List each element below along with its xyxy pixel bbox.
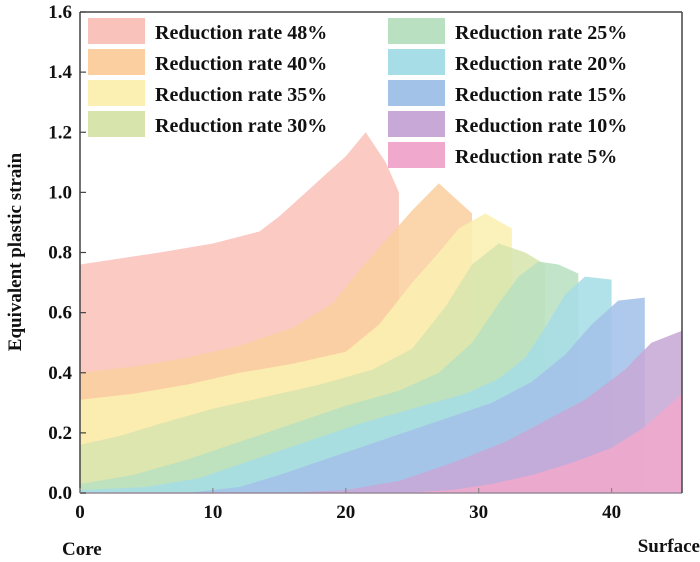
y-tick-label: 1.2 xyxy=(48,122,72,143)
legend-label: Reduction rate 40% xyxy=(155,53,327,75)
legend-label: Reduction rate 35% xyxy=(155,84,327,106)
y-tick-label: 0.8 xyxy=(48,243,72,264)
x-axis-label-core: Core xyxy=(62,539,102,560)
y-tick-label: 0.2 xyxy=(48,423,72,444)
series-area-7 xyxy=(80,330,682,493)
x-tick-label: 20 xyxy=(336,502,355,523)
legend-swatch xyxy=(88,49,145,75)
legend-swatch xyxy=(388,80,445,106)
series-area-8 xyxy=(80,393,682,493)
axes: 0.0 0.2 0.4 0.6 0.8 1.0 1.2 1.4 1.6 0 10 20 30 40 xyxy=(48,2,683,523)
legend-label: Reduction rate 15% xyxy=(455,84,627,106)
legend-swatch xyxy=(88,111,145,137)
legend-swatch xyxy=(388,18,445,44)
x-axis-label-surface: Surface xyxy=(638,536,700,557)
x-tick-label: 10 xyxy=(203,502,222,523)
y-tick-label: 0.6 xyxy=(48,303,72,324)
legend-swatch xyxy=(388,49,445,75)
series-areas xyxy=(80,132,682,494)
legend-swatch xyxy=(88,80,145,106)
y-tick-label: 0.4 xyxy=(48,363,72,384)
y-tick-label: 0.0 xyxy=(48,483,72,504)
legend-label: Reduction rate 20% xyxy=(455,53,627,75)
legend-swatch xyxy=(388,142,445,168)
legend: Reduction rate 48% Reduction rate 40% Redu… xyxy=(88,18,627,168)
legend-label: Reduction rate 25% xyxy=(455,22,627,44)
x-tick-label: 0 xyxy=(75,502,85,523)
legend-swatch xyxy=(88,18,145,44)
legend-label: Reduction rate 48% xyxy=(155,22,327,44)
y-axis-title: Equivalent plastic strain xyxy=(5,152,26,351)
y-tick-label: 1.6 xyxy=(48,2,72,23)
x-tick-label: 30 xyxy=(469,502,488,523)
y-tick-label: 1.4 xyxy=(48,62,72,83)
legend-label: Reduction rate 10% xyxy=(455,115,627,137)
y-tick-label: 1.0 xyxy=(48,182,72,203)
x-tick-label: 40 xyxy=(602,502,621,523)
legend-label: Reduction rate 5% xyxy=(455,146,617,168)
legend-swatch xyxy=(388,111,445,137)
legend-label: Reduction rate 30% xyxy=(155,115,327,137)
